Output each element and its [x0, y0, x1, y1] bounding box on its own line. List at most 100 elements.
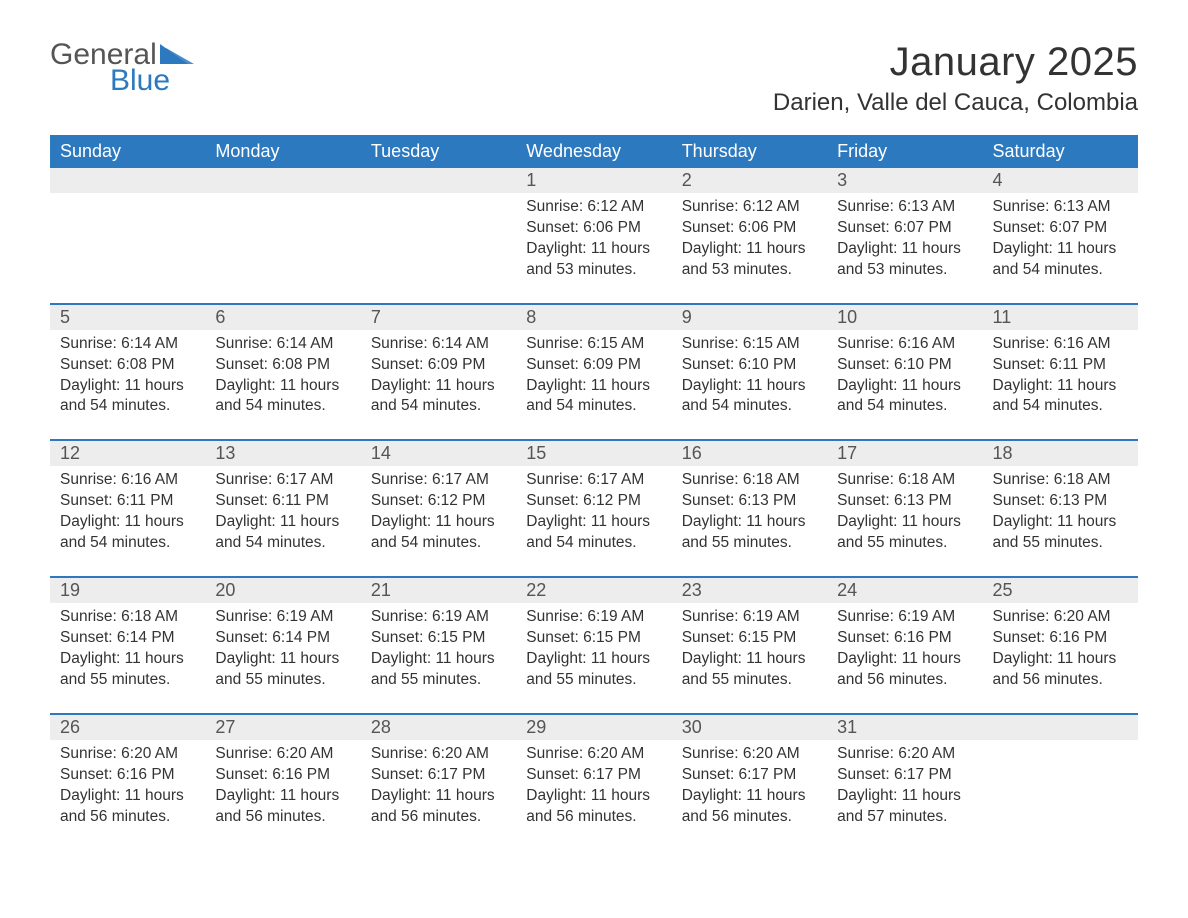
day-content-cell [361, 193, 516, 304]
day-number: 28 [371, 717, 391, 737]
sunrise-line: Sunrise: 6:20 AM [60, 744, 195, 765]
sunrise-line: Sunrise: 6:19 AM [215, 607, 350, 628]
sunset-line: Sunset: 6:16 PM [60, 765, 195, 786]
week-daynum-row: 26 27 28 29 30 31 [50, 714, 1138, 740]
day-number-cell: 12 [50, 440, 205, 466]
daylight-line: Daylight: 11 hours and 54 minutes. [993, 376, 1128, 418]
day-number-cell: 6 [205, 304, 360, 330]
day-content-cell: Sunrise: 6:20 AMSunset: 6:17 PMDaylight:… [516, 740, 671, 850]
sunset-line: Sunset: 6:13 PM [993, 491, 1128, 512]
day-content-cell: Sunrise: 6:20 AMSunset: 6:16 PMDaylight:… [50, 740, 205, 850]
sunrise-line: Sunrise: 6:14 AM [60, 334, 195, 355]
week-content-row: Sunrise: 6:12 AMSunset: 6:06 PMDaylight:… [50, 193, 1138, 304]
day-number: 31 [837, 717, 857, 737]
day-number-cell: 9 [672, 304, 827, 330]
sunrise-line: Sunrise: 6:20 AM [215, 744, 350, 765]
day-number-cell: 20 [205, 577, 360, 603]
daylight-line: Daylight: 11 hours and 55 minutes. [993, 512, 1128, 554]
day-content-cell: Sunrise: 6:14 AMSunset: 6:08 PMDaylight:… [205, 330, 360, 441]
day-number: 26 [60, 717, 80, 737]
day-number-cell [50, 168, 205, 193]
sunrise-line: Sunrise: 6:14 AM [215, 334, 350, 355]
day-number: 1 [526, 170, 536, 190]
day-content-cell: Sunrise: 6:19 AMSunset: 6:16 PMDaylight:… [827, 603, 982, 714]
day-number: 29 [526, 717, 546, 737]
day-number-cell: 14 [361, 440, 516, 466]
daylight-line: Daylight: 11 hours and 54 minutes. [993, 239, 1128, 281]
sunrise-line: Sunrise: 6:13 AM [993, 197, 1128, 218]
day-number: 2 [682, 170, 692, 190]
sunset-line: Sunset: 6:06 PM [526, 218, 661, 239]
sunrise-line: Sunrise: 6:16 AM [993, 334, 1128, 355]
day-content-cell: Sunrise: 6:12 AMSunset: 6:06 PMDaylight:… [516, 193, 671, 304]
day-content-cell: Sunrise: 6:18 AMSunset: 6:13 PMDaylight:… [983, 466, 1138, 577]
week-content-row: Sunrise: 6:18 AMSunset: 6:14 PM Daylight:… [50, 603, 1138, 714]
week-daynum-row: 12131415161718 [50, 440, 1138, 466]
day-number: 6 [215, 307, 225, 327]
day-header: Tuesday [361, 135, 516, 168]
day-content-cell: Sunrise: 6:19 AMSunset: 6:14 PMDaylight:… [205, 603, 360, 714]
sunset-line: Sunset: 6:13 PM [837, 491, 972, 512]
day-number: 14 [371, 443, 391, 463]
logo-word-2: Blue [110, 66, 194, 96]
day-content-cell [50, 193, 205, 304]
day-header: Monday [205, 135, 360, 168]
daylight-line: Daylight: 11 hours and 54 minutes. [526, 376, 661, 418]
sunset-line: Sunset: 6:08 PM [215, 355, 350, 376]
day-content-cell: Sunrise: 6:19 AMSunset: 6:15 PMDaylight:… [361, 603, 516, 714]
daylight-line: Daylight: 11 hours and 56 minutes. [371, 786, 506, 828]
week-content-row: Sunrise: 6:20 AMSunset: 6:16 PMDaylight:… [50, 740, 1138, 850]
location-label: Darien, Valle del Cauca, Colombia [773, 89, 1138, 117]
day-number-cell: 7 [361, 304, 516, 330]
day-number-cell: 18 [983, 440, 1138, 466]
day-number-cell: 11 [983, 304, 1138, 330]
sunset-line: Sunset: 6:10 PM [837, 355, 972, 376]
daylight-line: Daylight: 11 hours and 54 minutes. [215, 376, 350, 418]
day-content-cell: Sunrise: 6:19 AMSunset: 6:15 PMDaylight:… [516, 603, 671, 714]
sunrise-line: Sunrise: 6:14 AM [371, 334, 506, 355]
day-content-cell: Sunrise: 6:17 AMSunset: 6:12 PMDaylight:… [516, 466, 671, 577]
daylight-line: Daylight: 11 hours and 53 minutes. [526, 239, 661, 281]
day-number: 30 [682, 717, 702, 737]
day-content-cell: Sunrise: 6:20 AMSunset: 6:17 PMDaylight:… [361, 740, 516, 850]
daylight-line: Daylight: 11 hours and 53 minutes. [682, 239, 817, 281]
sunrise-line: Sunrise: 6:18 AM [60, 607, 195, 628]
daylight-line: Daylight: 11 hours and 54 minutes. [526, 512, 661, 554]
daylight-line: Daylight: 11 hours and 55 minutes. [526, 649, 661, 691]
week-daynum-row: 567891011 [50, 304, 1138, 330]
day-number-cell: 21 [361, 577, 516, 603]
daylight-line: Daylight: 11 hours and 54 minutes. [60, 376, 195, 418]
sunset-line: Sunset: 6:14 PM [60, 628, 195, 649]
sunset-line: Sunset: 6:07 PM [993, 218, 1128, 239]
day-content-cell: Sunrise: 6:14 AMSunset: 6:09 PMDaylight:… [361, 330, 516, 441]
day-number: 27 [215, 717, 235, 737]
day-content-cell: Sunrise: 6:16 AMSunset: 6:10 PMDaylight:… [827, 330, 982, 441]
sunrise-line: Sunrise: 6:20 AM [993, 607, 1128, 628]
sunset-line: Sunset: 6:16 PM [993, 628, 1128, 649]
sunrise-line: Sunrise: 6:15 AM [526, 334, 661, 355]
day-number: 20 [215, 580, 235, 600]
day-content-cell: Sunrise: 6:12 AMSunset: 6:06 PMDaylight:… [672, 193, 827, 304]
sunset-line: Sunset: 6:17 PM [526, 765, 661, 786]
day-number: 7 [371, 307, 381, 327]
day-number: 10 [837, 307, 857, 327]
calendar-table: Sunday Monday Tuesday Wednesday Thursday… [50, 135, 1138, 849]
sunrise-line: Sunrise: 6:17 AM [371, 470, 506, 491]
sunset-line: Sunset: 6:16 PM [215, 765, 350, 786]
day-content-cell: Sunrise: 6:13 AMSunset: 6:07 PMDaylight:… [827, 193, 982, 304]
sunrise-line: Sunrise: 6:17 AM [215, 470, 350, 491]
sunrise-line: Sunrise: 6:17 AM [526, 470, 661, 491]
sunrise-line: Sunrise: 6:19 AM [371, 607, 506, 628]
day-content-cell [983, 740, 1138, 850]
day-number-cell: 22 [516, 577, 671, 603]
day-number: 5 [60, 307, 70, 327]
sunrise-line: Sunrise: 6:16 AM [60, 470, 195, 491]
day-number: 19 [60, 580, 80, 600]
sunrise-line: Sunrise: 6:20 AM [837, 744, 972, 765]
sunrise-line: Sunrise: 6:20 AM [526, 744, 661, 765]
daylight-line: Daylight: 11 hours and 56 minutes. [215, 786, 350, 828]
day-number-cell: 5 [50, 304, 205, 330]
sunrise-line: Sunrise: 6:18 AM [682, 470, 817, 491]
flag-icon [160, 44, 194, 66]
day-number: 3 [837, 170, 847, 190]
